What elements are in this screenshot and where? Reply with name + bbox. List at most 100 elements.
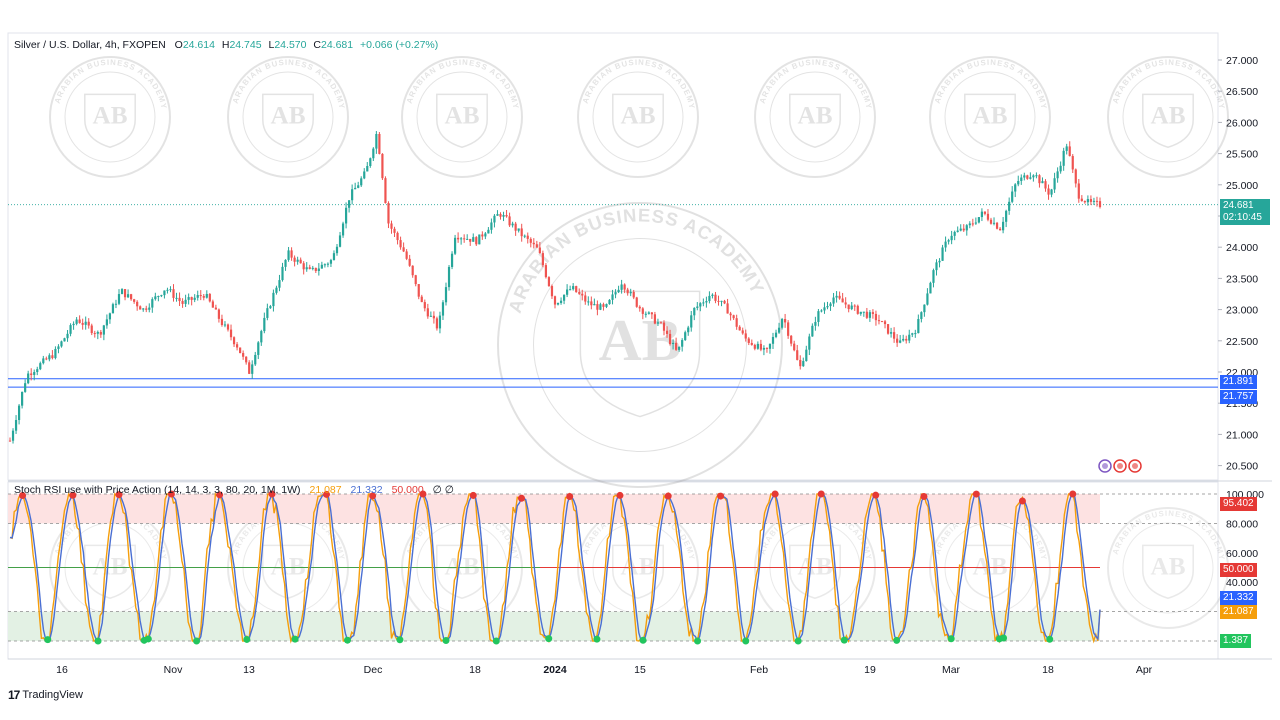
candle-body bbox=[675, 342, 678, 350]
candle-body bbox=[569, 289, 572, 291]
candle-body bbox=[641, 308, 644, 314]
candle-body bbox=[520, 228, 523, 237]
candle-body bbox=[493, 215, 496, 223]
overbought-signal-dot bbox=[115, 491, 123, 499]
candle-body bbox=[39, 363, 42, 370]
watermark-shield-icon bbox=[789, 544, 841, 600]
candle-body bbox=[1059, 165, 1062, 172]
price-tick-label: 26.000 bbox=[1226, 117, 1258, 129]
candle-body bbox=[235, 344, 239, 348]
candle-body bbox=[656, 322, 660, 324]
candle-body bbox=[774, 332, 778, 337]
candle-body bbox=[780, 319, 784, 328]
indicator-title[interactable]: Stoch RSI use with Price Action (14, 14,… bbox=[14, 484, 301, 496]
high-label: H bbox=[221, 39, 230, 51]
price-tick-label: 23.500 bbox=[1226, 273, 1258, 285]
candle-body bbox=[587, 301, 590, 303]
candle-body bbox=[254, 354, 257, 365]
candle-body bbox=[60, 341, 63, 347]
candle-body bbox=[732, 315, 735, 319]
candle-body bbox=[635, 297, 638, 307]
watermark-inner-ring bbox=[944, 71, 1036, 163]
candle-body bbox=[208, 293, 211, 302]
candle-body bbox=[650, 312, 653, 315]
candle-body bbox=[463, 238, 466, 240]
price-axis[interactable]: 27.00026.50026.00025.50025.00024.50024.0… bbox=[1218, 55, 1258, 473]
candle-body bbox=[690, 315, 693, 328]
time-tick-label: Mar bbox=[942, 664, 961, 676]
candle-body bbox=[514, 223, 517, 231]
watermark-initials: AB bbox=[973, 102, 1008, 129]
time-axis[interactable]: 16 Nov 13 Dec 18 2024 15 Feb 19 Mar 18 Apr bbox=[56, 664, 1153, 676]
open-label: O bbox=[174, 39, 183, 51]
candle-body bbox=[472, 237, 475, 242]
watermark-initials: AB bbox=[445, 102, 480, 129]
candle-body bbox=[871, 312, 875, 314]
symbol-title[interactable]: Silver / U.S. Dollar, 4h, FXOPEN bbox=[14, 39, 166, 51]
candle-body bbox=[1095, 200, 1099, 202]
candle-body bbox=[838, 295, 841, 299]
oversold-signal-dot bbox=[94, 637, 102, 645]
tradingview-name: TradingView bbox=[22, 689, 83, 701]
candle-body bbox=[705, 301, 708, 303]
candle-body bbox=[75, 319, 78, 324]
candle-body bbox=[102, 325, 105, 335]
candle-body bbox=[93, 333, 96, 335]
candle-body bbox=[1077, 183, 1080, 199]
candle-body bbox=[850, 305, 853, 310]
candle-body bbox=[923, 304, 926, 313]
time-tick-label: Nov bbox=[164, 664, 183, 676]
watermark-shield-icon bbox=[1142, 93, 1194, 149]
candle-body bbox=[269, 306, 272, 309]
candle-body bbox=[148, 307, 151, 310]
candle-body bbox=[880, 321, 884, 323]
candle-body bbox=[57, 346, 60, 349]
candle-body bbox=[714, 294, 717, 301]
candle-body bbox=[366, 166, 369, 172]
watermark-initials: AB bbox=[798, 553, 833, 580]
candle-body bbox=[956, 230, 959, 232]
watermark-initials: AB bbox=[621, 553, 656, 580]
watermark-inner-ring bbox=[533, 238, 747, 452]
economic-event-flag-icon bbox=[1117, 463, 1123, 469]
candle-body bbox=[702, 302, 705, 304]
candle-body bbox=[78, 319, 81, 323]
watermark-shield-icon bbox=[789, 93, 841, 149]
candle-body bbox=[1062, 150, 1065, 166]
candle-body bbox=[759, 343, 762, 350]
candle-body bbox=[998, 228, 1002, 231]
time-tick-label: 18 bbox=[469, 664, 481, 676]
watermark-ring bbox=[929, 56, 1051, 178]
candle-body bbox=[992, 222, 996, 224]
overbought-signal-dot bbox=[323, 490, 331, 498]
candle-body bbox=[865, 311, 868, 318]
osc-bottom-tag: 1.387 bbox=[1220, 634, 1252, 648]
tradingview-brand[interactable]: 17 TradingView bbox=[8, 688, 83, 702]
overbought-signal-dot bbox=[972, 490, 980, 498]
candle-body bbox=[1017, 180, 1020, 185]
candle-body bbox=[899, 340, 902, 343]
candle-body bbox=[87, 321, 90, 326]
candle-body bbox=[623, 284, 626, 290]
candle-body bbox=[1029, 177, 1032, 179]
candle-body bbox=[932, 270, 935, 283]
candle-body bbox=[777, 327, 781, 333]
time-tick-label: 13 bbox=[243, 664, 255, 676]
candle-body bbox=[133, 299, 136, 302]
candle-body bbox=[187, 297, 190, 300]
candle-body bbox=[8, 440, 12, 442]
candle-body bbox=[544, 265, 548, 278]
overbought-signal-dot bbox=[771, 490, 779, 498]
price-tick-label: 20.500 bbox=[1226, 461, 1258, 473]
osc-tick-label: 40.000 bbox=[1226, 577, 1258, 589]
candle-body bbox=[647, 312, 650, 314]
candle-body bbox=[684, 332, 687, 341]
overbought-signal-dot bbox=[369, 492, 377, 500]
candle-body bbox=[496, 214, 499, 216]
oversold-signal-dot bbox=[639, 636, 647, 644]
candle-body bbox=[263, 317, 266, 332]
candle-body bbox=[239, 347, 242, 354]
candle-body bbox=[889, 332, 893, 334]
candle-body bbox=[986, 213, 990, 220]
